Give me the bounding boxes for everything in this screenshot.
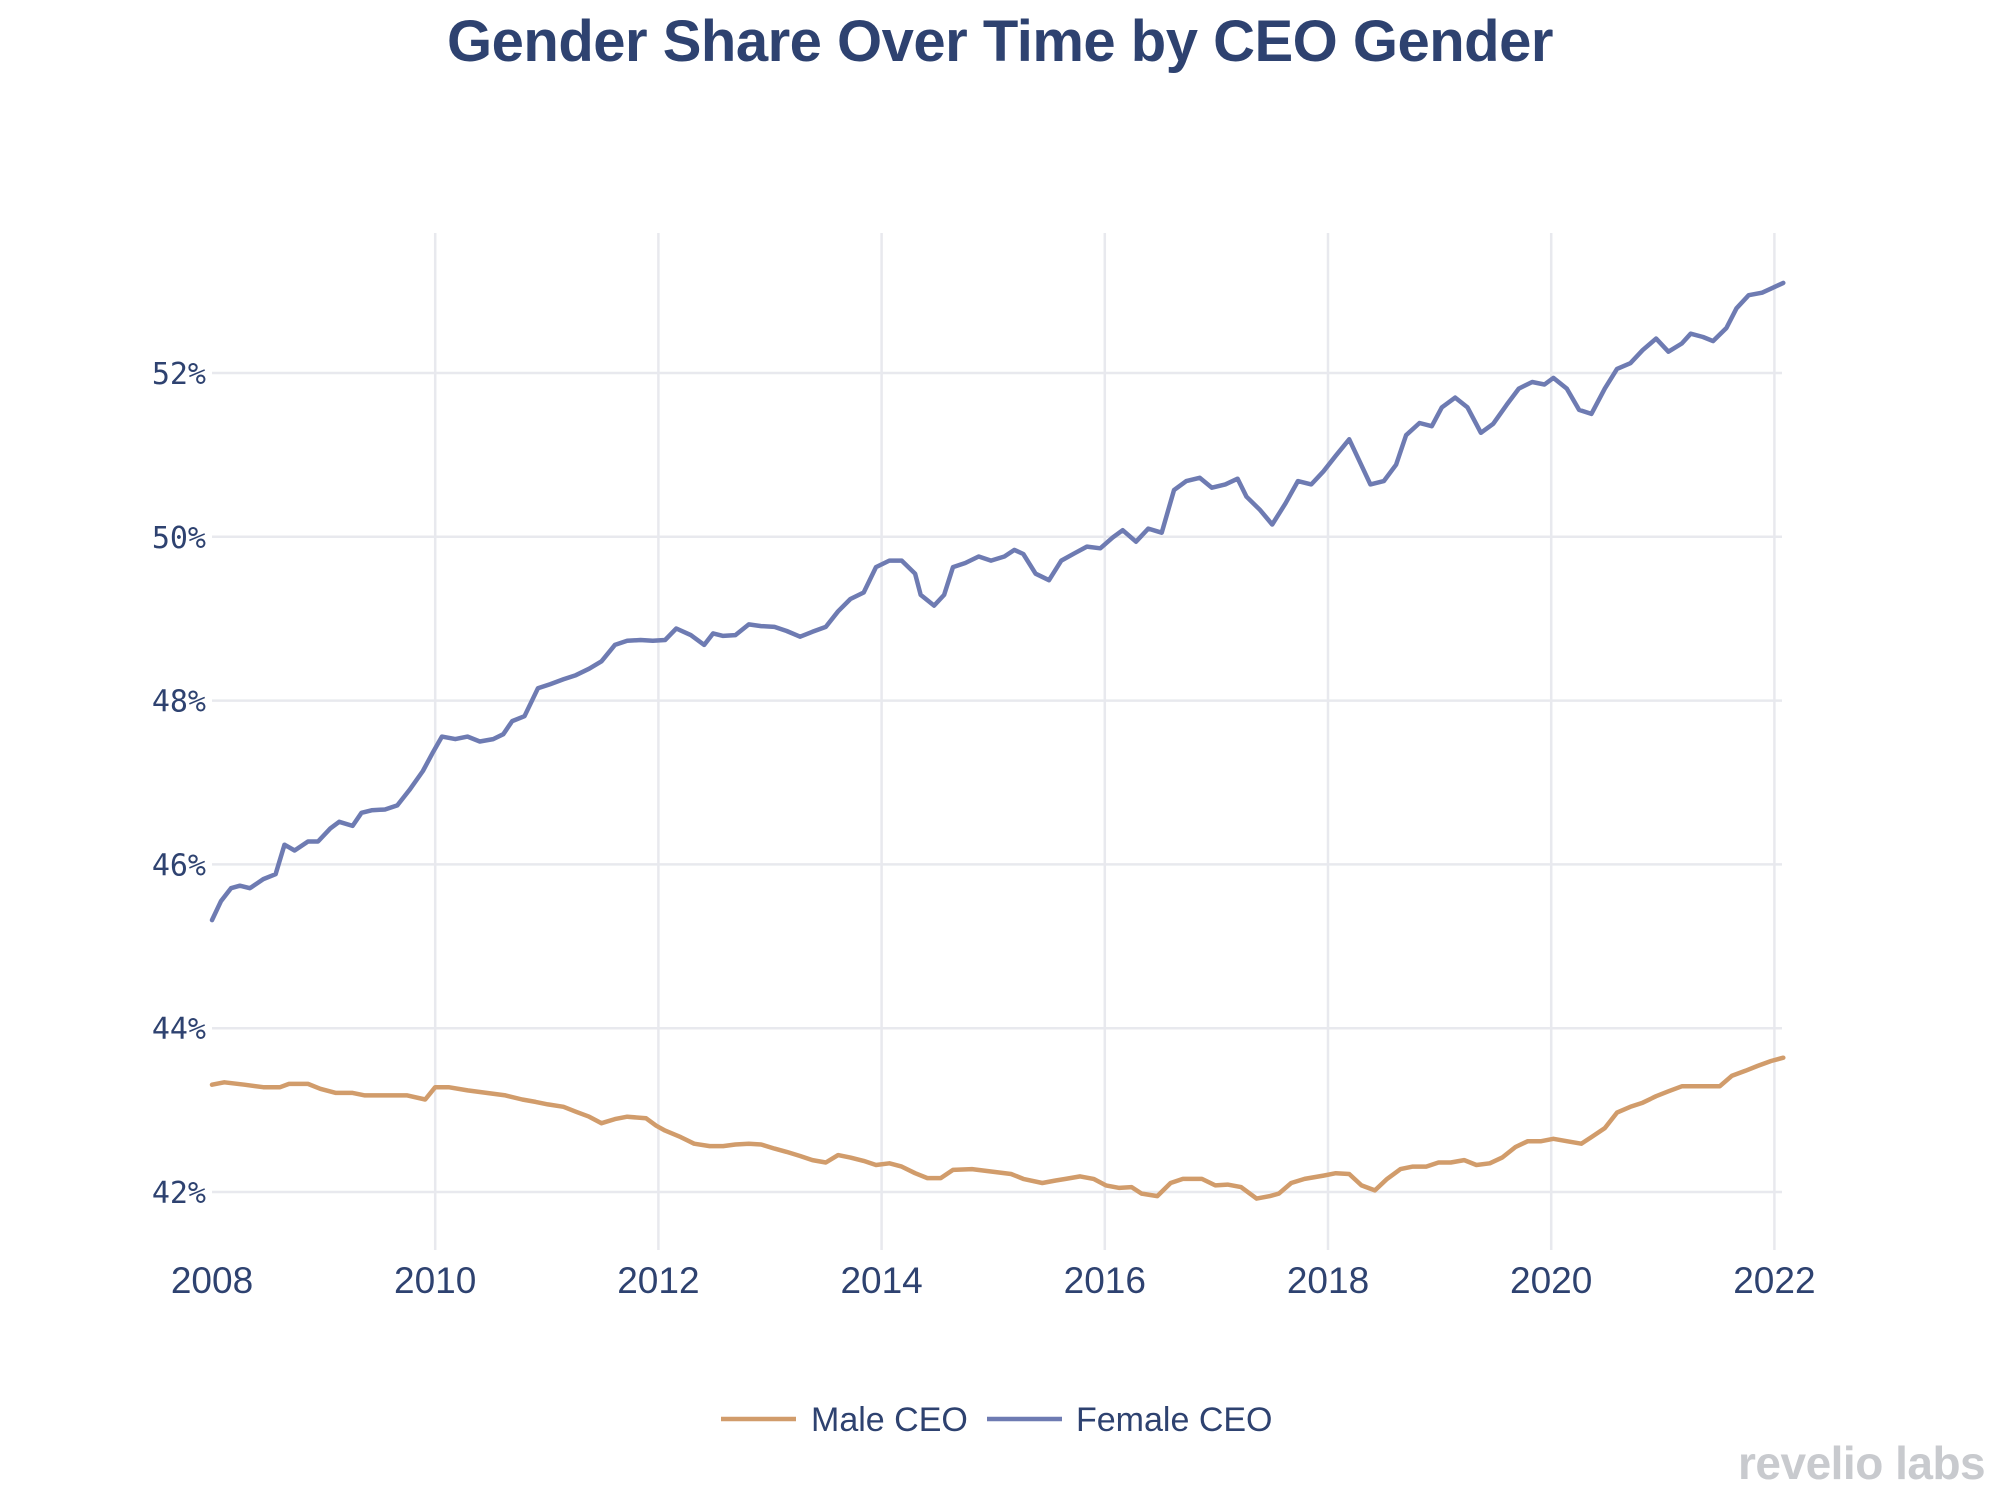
series-line-male-ceo xyxy=(209,1055,1786,1201)
legend-item-male-ceo[interactable]: Male CEO xyxy=(721,1401,968,1439)
y-tick-label: 48% xyxy=(152,685,206,720)
chart-title: Gender Share Over Time by CEO Gender xyxy=(447,9,1553,74)
y-axis-tick-labels: 42% 44% 46% 48% 50% 52% xyxy=(152,357,206,1211)
revelio-labs-logo: revelio labs xyxy=(1738,1437,1986,1489)
y-tick-label: 52% xyxy=(152,357,206,392)
y-tick-label: 44% xyxy=(152,1012,206,1047)
x-tick-label: 2016 xyxy=(1064,1260,1146,1301)
y-tick-label: 42% xyxy=(152,1176,206,1211)
legend-label-male-ceo: Male CEO xyxy=(811,1401,968,1439)
x-tick-label: 2012 xyxy=(617,1260,699,1301)
x-tick-label: 2018 xyxy=(1287,1260,1369,1301)
x-gridlines xyxy=(433,233,1776,1250)
x-tick-label: 2022 xyxy=(1733,1260,1815,1301)
y-gridlines xyxy=(212,371,1782,1194)
x-axis-tick-labels: 2008 2010 2012 2014 2016 2018 2020 2022 xyxy=(171,1260,1816,1301)
legend: Male CEO Female CEO xyxy=(721,1401,1273,1439)
y-tick-label: 50% xyxy=(152,521,206,556)
x-tick-label: 2010 xyxy=(394,1260,476,1301)
legend-item-female-ceo[interactable]: Female CEO xyxy=(987,1401,1273,1439)
x-tick-label: 2020 xyxy=(1510,1260,1592,1301)
legend-label-female-ceo: Female CEO xyxy=(1076,1401,1273,1439)
x-tick-label: 2014 xyxy=(840,1260,922,1301)
series-layer xyxy=(209,280,1786,1201)
y-tick-label: 46% xyxy=(152,848,206,883)
series-line-female-ceo xyxy=(209,280,1786,923)
x-tick-label: 2008 xyxy=(171,1260,253,1301)
